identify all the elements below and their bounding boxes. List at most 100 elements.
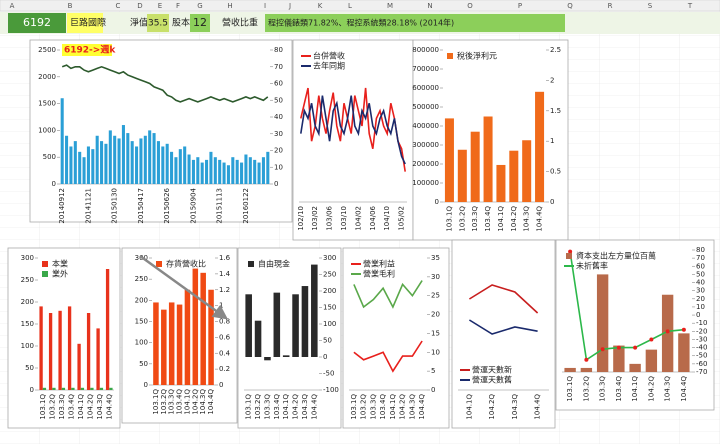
bar: [470, 131, 480, 202]
x-tick-label: 104.1Q: [77, 394, 85, 420]
bar: [457, 149, 467, 202]
y2-tick-label: -60: [696, 360, 707, 368]
y2-tick-label: -100: [323, 386, 339, 394]
bar: [82, 157, 86, 184]
y2-tick-label: 1.2: [219, 286, 230, 294]
column-header: P: [518, 2, 522, 10]
y2-tick-label: 30: [431, 273, 440, 281]
y2-tick-label: 50: [696, 270, 705, 278]
column-header: G: [197, 2, 202, 10]
bar: [113, 135, 117, 184]
x-tick-label: 103.2Q: [458, 206, 466, 232]
y-tick-label: 400000: [412, 122, 439, 130]
x-tick-label: 104.4Q: [418, 394, 426, 420]
bar: [176, 304, 183, 385]
bar: [42, 387, 47, 390]
y-tick-label: 250: [21, 276, 34, 284]
legend-swatch: [566, 253, 572, 259]
legend-label: 自由現金: [258, 259, 290, 269]
y2-tick-label: 30: [696, 287, 705, 295]
y2-tick-label: 1.6: [219, 254, 231, 262]
bar: [90, 387, 94, 390]
line: [468, 284, 539, 314]
y2-tick-label: 1.4: [219, 270, 231, 278]
legend-label: 營業利益: [363, 259, 395, 269]
bar: [170, 151, 174, 184]
y2-tick-label: 250: [323, 271, 336, 279]
legend-label: 台併營收: [313, 51, 345, 61]
revenue-mix-cell: [265, 14, 565, 32]
x-tick-label: 103.1Q: [245, 394, 253, 420]
x-tick-label: 103.4Q: [484, 206, 492, 232]
x-tick-label: 104.2Q: [292, 394, 300, 420]
bar: [96, 328, 100, 390]
x-tick-label: 20160122: [242, 188, 250, 224]
column-header: O: [467, 2, 473, 10]
chart-area: [292, 39, 414, 241]
y-tick-label: 0: [30, 386, 34, 394]
legend-label: 未折舊率: [576, 261, 608, 271]
y2-tick-label: 0.6: [219, 333, 231, 341]
y2-tick-label: 1: [219, 302, 223, 310]
marker: [568, 249, 573, 254]
bar: [161, 146, 165, 184]
x-tick-label: 103.3Q: [168, 389, 176, 415]
nav-cell: [147, 14, 169, 32]
bar: [135, 146, 139, 184]
column-header: E: [158, 2, 162, 10]
bar: [161, 309, 167, 385]
x-tick-label: 104.3Q: [664, 376, 672, 402]
y2-tick-label: -20: [696, 327, 707, 335]
bar: [218, 159, 222, 184]
bar: [152, 133, 156, 184]
y2-tick-label: 300: [323, 254, 336, 262]
column-header: T: [687, 2, 693, 10]
bar: [165, 143, 169, 184]
y2-tick-label: 0: [550, 198, 554, 206]
y2-tick-label: -40: [696, 344, 707, 352]
bar: [208, 289, 214, 385]
bar: [71, 387, 75, 390]
x-tick-label: 104.2Q: [191, 389, 199, 415]
bar: [187, 154, 191, 184]
x-tick-label: 103/06: [326, 205, 334, 230]
y2-tick-label: 0: [274, 180, 278, 188]
x-tick-label: 103.3Q: [471, 206, 479, 232]
line: [569, 251, 684, 362]
bar: [183, 146, 187, 184]
column-header: H: [227, 2, 232, 10]
line: [300, 95, 406, 165]
bar: [200, 272, 206, 385]
bar: [143, 135, 147, 184]
bar: [209, 151, 213, 184]
y-tick-label: 1500: [38, 100, 56, 108]
legend-label: 本業: [52, 259, 68, 269]
line: [353, 280, 423, 309]
bar: [78, 151, 82, 184]
legend-label: 營運天數舊: [472, 375, 512, 385]
x-tick-label: 103.2Q: [582, 376, 590, 402]
line: [61, 64, 269, 103]
y2-tick-label: 80: [274, 46, 283, 54]
marker: [616, 345, 621, 350]
column-header: K: [318, 2, 323, 10]
bar: [139, 138, 143, 184]
x-tick-label: 103.4Q: [273, 394, 281, 420]
column-header: D: [137, 2, 142, 10]
y2-tick-label: 10: [696, 303, 705, 311]
y2-tick-label: 0: [219, 381, 223, 389]
column-header: C: [116, 2, 121, 10]
nav-value: 35.5: [148, 19, 168, 29]
y-tick-label: 0: [435, 198, 439, 206]
y2-tick-label: 50: [274, 96, 283, 104]
chart-area: [451, 239, 556, 429]
x-tick-label: 104.3Q: [96, 394, 104, 420]
bar: [104, 143, 108, 184]
bar: [168, 302, 175, 385]
x-tick-label: 104.3Q: [408, 394, 416, 420]
bar: [121, 125, 125, 184]
y-tick-label: 0: [144, 381, 148, 389]
bar: [200, 162, 204, 184]
column-header: B: [68, 2, 73, 10]
y2-tick-label: -30: [696, 335, 707, 343]
